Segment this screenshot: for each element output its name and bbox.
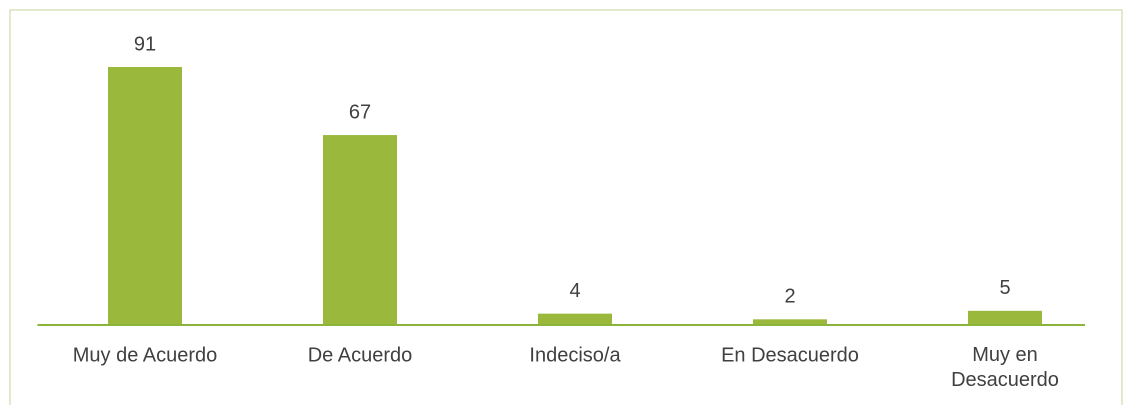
bar bbox=[753, 319, 827, 325]
value-label: 91 bbox=[134, 33, 156, 55]
x-tick-label: Muy en Desacuerdo bbox=[951, 344, 1059, 391]
bar bbox=[323, 135, 397, 325]
value-label: 2 bbox=[784, 286, 795, 308]
value-label: 5 bbox=[999, 277, 1010, 299]
x-tick-label: En Desacuerdo bbox=[721, 344, 859, 366]
x-tick-label: De Acuerdo bbox=[308, 344, 413, 366]
value-label: 4 bbox=[569, 280, 580, 302]
x-tick-label: Muy de Acuerdo bbox=[73, 344, 218, 366]
value-label: 67 bbox=[349, 101, 371, 123]
bar bbox=[968, 310, 1042, 325]
bar bbox=[538, 313, 612, 325]
x-tick-label: Indeciso/a bbox=[529, 344, 621, 366]
chart-frame bbox=[9, 9, 1123, 405]
bar bbox=[108, 67, 182, 325]
